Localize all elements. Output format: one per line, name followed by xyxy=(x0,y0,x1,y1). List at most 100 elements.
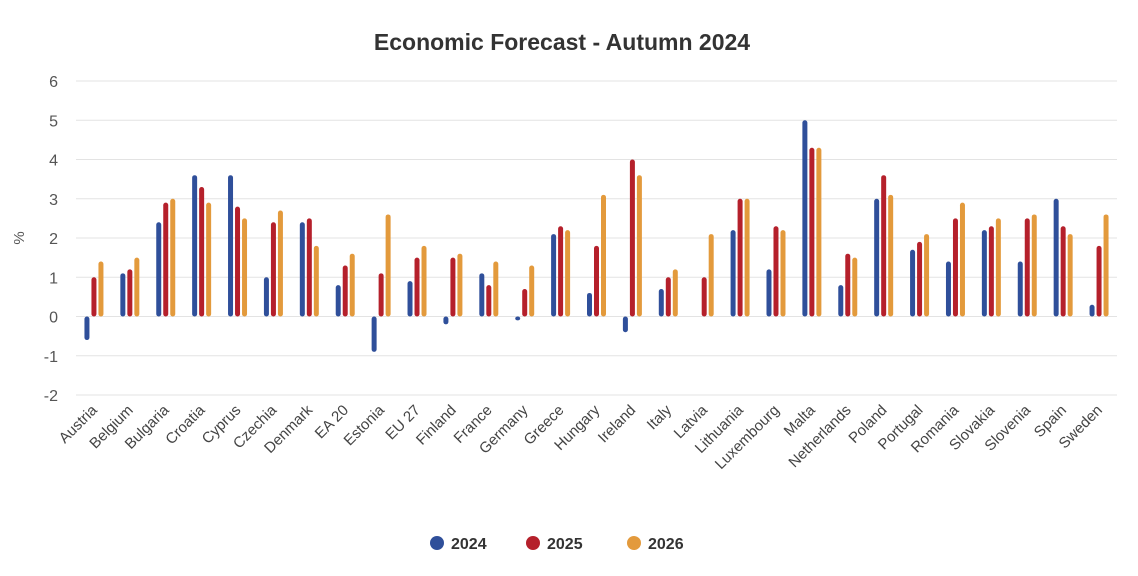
y-tick-label: 1 xyxy=(49,270,58,287)
bar-2024 xyxy=(299,222,305,317)
bar-2026 xyxy=(385,214,391,317)
bar-2025 xyxy=(917,241,923,317)
bar-2025 xyxy=(306,218,312,317)
y-axis-label: % xyxy=(11,231,28,244)
y-tick-label: 2 xyxy=(49,231,58,248)
legend-label: 2025 xyxy=(547,536,583,553)
legend-label: 2026 xyxy=(648,536,684,553)
bar-2026 xyxy=(708,234,714,317)
bar-2024 xyxy=(981,230,987,317)
bar-2026 xyxy=(1103,214,1109,317)
bar-2024 xyxy=(120,273,126,317)
bar-2025 xyxy=(270,222,276,317)
bar-2024 xyxy=(1089,304,1095,317)
y-tick-label: -2 xyxy=(44,388,58,405)
bar-2026 xyxy=(816,147,822,317)
x-tick-label: Estonia xyxy=(341,401,389,449)
bar-2025 xyxy=(881,175,887,317)
bar-2025 xyxy=(450,257,456,317)
chart-title: Economic Forecast - Autumn 2024 xyxy=(374,29,750,55)
legend-marker xyxy=(627,536,641,550)
bar-2026 xyxy=(672,269,678,317)
bar-2025 xyxy=(163,202,169,317)
y-tick-label: 0 xyxy=(49,310,58,327)
bar-2026 xyxy=(170,198,176,317)
bar-2025 xyxy=(1060,226,1066,317)
bar-2024 xyxy=(228,175,234,317)
bar-2025 xyxy=(1096,245,1102,317)
bar-2025 xyxy=(558,226,564,317)
bar-2024 xyxy=(910,249,916,317)
bar-2025 xyxy=(773,226,779,317)
bar-2025 xyxy=(952,218,958,317)
bar-2025 xyxy=(127,269,133,317)
legend-item[interactable]: 2026 xyxy=(627,536,684,553)
bar-2025 xyxy=(845,253,851,317)
bar-2024 xyxy=(1053,198,1059,317)
x-tick-label: Finland xyxy=(413,402,460,449)
y-tick-label: -1 xyxy=(44,349,58,366)
bar-2025 xyxy=(378,273,384,317)
bar-2026 xyxy=(421,245,427,317)
bar-2026 xyxy=(780,230,786,317)
bar-2026 xyxy=(98,261,104,317)
bar-2025 xyxy=(809,147,815,317)
bar-2026 xyxy=(529,265,535,317)
bar-2025 xyxy=(737,198,743,317)
bar-2024 xyxy=(479,273,485,317)
legend-label: 2024 xyxy=(451,536,487,553)
bar-2025 xyxy=(594,245,599,317)
bar-2024 xyxy=(945,261,951,317)
y-tick-label: 4 xyxy=(49,153,58,170)
legend-item[interactable]: 2025 xyxy=(526,536,583,553)
bar-2025 xyxy=(235,206,241,317)
bar-2026 xyxy=(995,218,1001,317)
bar-2024 xyxy=(263,277,269,317)
bar-2026 xyxy=(744,198,750,317)
legend-marker xyxy=(430,536,444,550)
bar-2024 xyxy=(587,292,592,317)
bar-2024 xyxy=(192,175,198,317)
bar-2026 xyxy=(242,218,248,317)
bar-2026 xyxy=(313,245,319,317)
bar-2025 xyxy=(522,289,528,317)
bar-2024 xyxy=(802,120,808,317)
bar-2025 xyxy=(665,277,671,317)
bar-2026 xyxy=(277,210,283,317)
bar-2026 xyxy=(924,234,930,317)
bar-2025 xyxy=(988,226,994,317)
bar-2026 xyxy=(636,175,642,317)
x-tick-label: Italy xyxy=(644,401,676,433)
bar-2024 xyxy=(874,198,880,317)
bar-2025 xyxy=(91,277,97,317)
bar-2025 xyxy=(342,265,348,317)
bar-2025 xyxy=(486,285,492,317)
y-tick-label: 5 xyxy=(49,113,58,130)
bar-2024 xyxy=(84,316,90,341)
bar-2024 xyxy=(838,285,844,317)
x-tick-label: Croatia xyxy=(162,401,209,448)
bar-2024 xyxy=(515,316,521,321)
bar-2026 xyxy=(134,257,140,317)
bar-2025 xyxy=(701,277,707,317)
legend-item[interactable]: 2024 xyxy=(430,536,487,553)
bar-2026 xyxy=(601,194,606,317)
y-tick-label: 6 xyxy=(49,74,58,91)
bar-2026 xyxy=(852,257,858,317)
bar-2024 xyxy=(335,285,341,317)
bar-2026 xyxy=(493,261,499,317)
bar-2025 xyxy=(414,257,420,317)
y-tick-label: 3 xyxy=(49,192,58,209)
bar-2024 xyxy=(766,269,772,317)
bar-2024 xyxy=(622,316,628,333)
bar-2026 xyxy=(1031,214,1037,317)
bar-2026 xyxy=(206,202,212,317)
bar-2024 xyxy=(407,281,413,317)
bar-2025 xyxy=(199,186,205,317)
bar-2025 xyxy=(629,159,635,317)
bar-2026 xyxy=(565,230,571,317)
bar-2026 xyxy=(349,253,355,317)
bar-2025 xyxy=(1024,218,1030,317)
bar-2024 xyxy=(730,230,736,317)
